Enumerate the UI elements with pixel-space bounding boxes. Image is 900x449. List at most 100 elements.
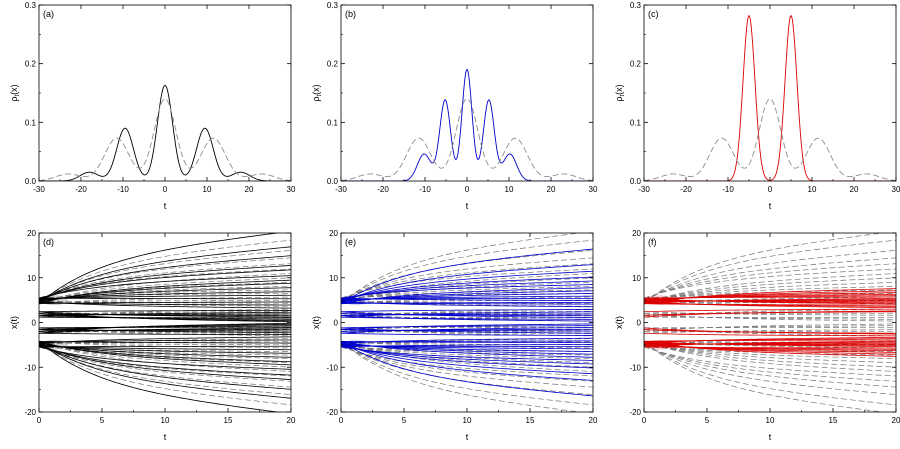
trajectory-solid-d xyxy=(39,344,291,354)
trajectory-dashed-e xyxy=(341,250,593,302)
trajectory-dashed-f xyxy=(644,342,896,406)
trajectory-solid-d xyxy=(39,269,291,300)
trajectory-solid-d xyxy=(39,246,291,303)
trajectory-dashed-d xyxy=(39,342,291,406)
x-tick-label-b: 20 xyxy=(547,185,556,194)
trajectory-dashed-f xyxy=(644,268,896,299)
trajectory-dashed-f xyxy=(644,277,896,303)
trajectory-dashed-e xyxy=(341,345,593,382)
trajectory-solid-f xyxy=(644,301,896,309)
trajectory-dashed-d xyxy=(39,282,291,302)
trajectory-solid-d xyxy=(39,332,291,335)
trajectory-dashed-d xyxy=(39,299,291,303)
x-tick-label-f: 0 xyxy=(642,416,647,425)
trajectory-dashed-f xyxy=(644,313,896,322)
trajectory-solid-e xyxy=(341,343,593,375)
trajectory-dashed-d xyxy=(39,344,291,359)
trajectory-solid-d xyxy=(39,325,291,331)
trajectory-dashed-e xyxy=(341,345,593,356)
trajectory-dashed-e xyxy=(341,343,593,395)
series-solid-b xyxy=(341,68,593,181)
trajectory-dashed-e xyxy=(341,338,593,345)
panel-e: 0 5 10 15 20 -20 -10 0 10 20 (e) t x(t) xyxy=(311,229,598,442)
trajectory-solid-d xyxy=(39,313,291,317)
trajectory-solid-e xyxy=(341,342,593,381)
trajectory-solid-d xyxy=(39,287,291,302)
trajectory-solid-d xyxy=(39,343,291,390)
trajectory-dashed-e xyxy=(341,342,593,368)
trajectory-solid-f xyxy=(644,308,896,313)
trajectory-solid-f xyxy=(644,329,896,334)
trajectory-solid-e xyxy=(341,327,593,334)
trajectory-solid-d xyxy=(39,255,291,302)
x-tick-label-d: 20 xyxy=(287,416,296,425)
y-axis-label-f: x(t) xyxy=(614,316,624,329)
trajectory-solid-d xyxy=(39,346,291,370)
y-tick-label-e: 0 xyxy=(334,319,339,328)
trajectory-solid-e xyxy=(341,323,593,331)
trajectory-solid-d xyxy=(39,339,291,343)
trajectory-solid-e xyxy=(341,332,593,336)
panel-c: -30 -20 -10 0 10 20 30 0.0 0.1 0.2 0.3 (c) t ρt(x) xyxy=(614,1,900,211)
trajectory-solid-e xyxy=(341,340,593,358)
x-tick-label-d: 5 xyxy=(100,416,105,425)
panel-label-b: (b) xyxy=(345,9,356,19)
trajectory-solid-d xyxy=(39,294,291,300)
x-tick-label-c: 30 xyxy=(892,185,900,194)
trajectory-dashed-e xyxy=(341,344,593,388)
trajectory-dashed-e xyxy=(341,344,593,359)
trajectory-dashed-d xyxy=(39,308,291,318)
trajectory-dashed-f xyxy=(644,341,885,412)
trajectory-solid-d xyxy=(39,302,291,306)
y-tick-label-f: -20 xyxy=(629,408,641,417)
trajectory-solid-d xyxy=(39,340,291,366)
trajectory-dashed-f xyxy=(644,314,896,320)
trajectory-solid-d xyxy=(39,342,291,399)
trajectory-solid-d xyxy=(39,340,281,412)
trajectory-dashed-f xyxy=(644,325,896,331)
y-tick-label-b: 0.0 xyxy=(327,177,339,186)
trajectory-dashed-d xyxy=(39,345,291,382)
trajectory-dashed-d xyxy=(39,343,291,363)
trajectory-solid-e xyxy=(341,329,593,332)
density-blob-f xyxy=(645,295,674,306)
plot-area-b xyxy=(341,68,593,181)
trajectory-solid-d xyxy=(39,275,291,299)
panel-b: -30 -20 -10 0 10 20 30 0.0 0.1 0.2 0.3 (b) t ρt(x) xyxy=(311,1,598,211)
y-tick-label-d: 10 xyxy=(27,274,36,283)
trajectory-solid-d xyxy=(39,310,291,313)
x-tick-label-a: -10 xyxy=(117,185,129,194)
trajectory-solid-d xyxy=(39,327,291,334)
trajectory-dashed-f xyxy=(644,344,896,388)
y-tick-label-f: 20 xyxy=(632,229,641,238)
trajectory-solid-e xyxy=(341,248,593,305)
y-tick-label-e: 20 xyxy=(329,229,338,238)
density-blob-d xyxy=(40,339,69,350)
trajectory-dashed-f xyxy=(644,250,896,302)
trajectory-solid-f xyxy=(644,297,896,305)
x-tick-label-f: 10 xyxy=(766,416,775,425)
trajectory-solid-d xyxy=(39,345,291,351)
trajectory-dashed-f xyxy=(644,340,896,349)
trajectory-solid-d xyxy=(39,326,291,329)
x-tick-label-d: 0 xyxy=(37,416,42,425)
trajectory-solid-e xyxy=(341,325,593,329)
x-tick-label-b: -20 xyxy=(377,185,389,194)
density-blob-d xyxy=(40,295,69,306)
y-tick-label-c: 0.0 xyxy=(630,177,642,186)
trajectory-solid-e xyxy=(341,328,593,332)
trajectory-dashed-d xyxy=(39,286,291,301)
trajectory-dashed-d xyxy=(39,263,291,300)
trajectory-dashed-d xyxy=(39,346,291,377)
trajectory-dashed-e xyxy=(341,329,593,335)
trajectory-dashed-d xyxy=(39,250,291,302)
trajectory-dashed-f xyxy=(644,346,896,377)
trajectory-solid-d xyxy=(39,345,291,376)
y-axis-label-a: ρt(x) xyxy=(9,84,21,101)
density-blob-e xyxy=(342,295,371,306)
panel-label-c: (c) xyxy=(648,9,659,19)
trajectory-solid-e xyxy=(341,313,593,317)
trajectory-dashed-e xyxy=(341,346,593,377)
trajectory-solid-e xyxy=(341,280,593,300)
trajectory-solid-d xyxy=(39,233,281,305)
